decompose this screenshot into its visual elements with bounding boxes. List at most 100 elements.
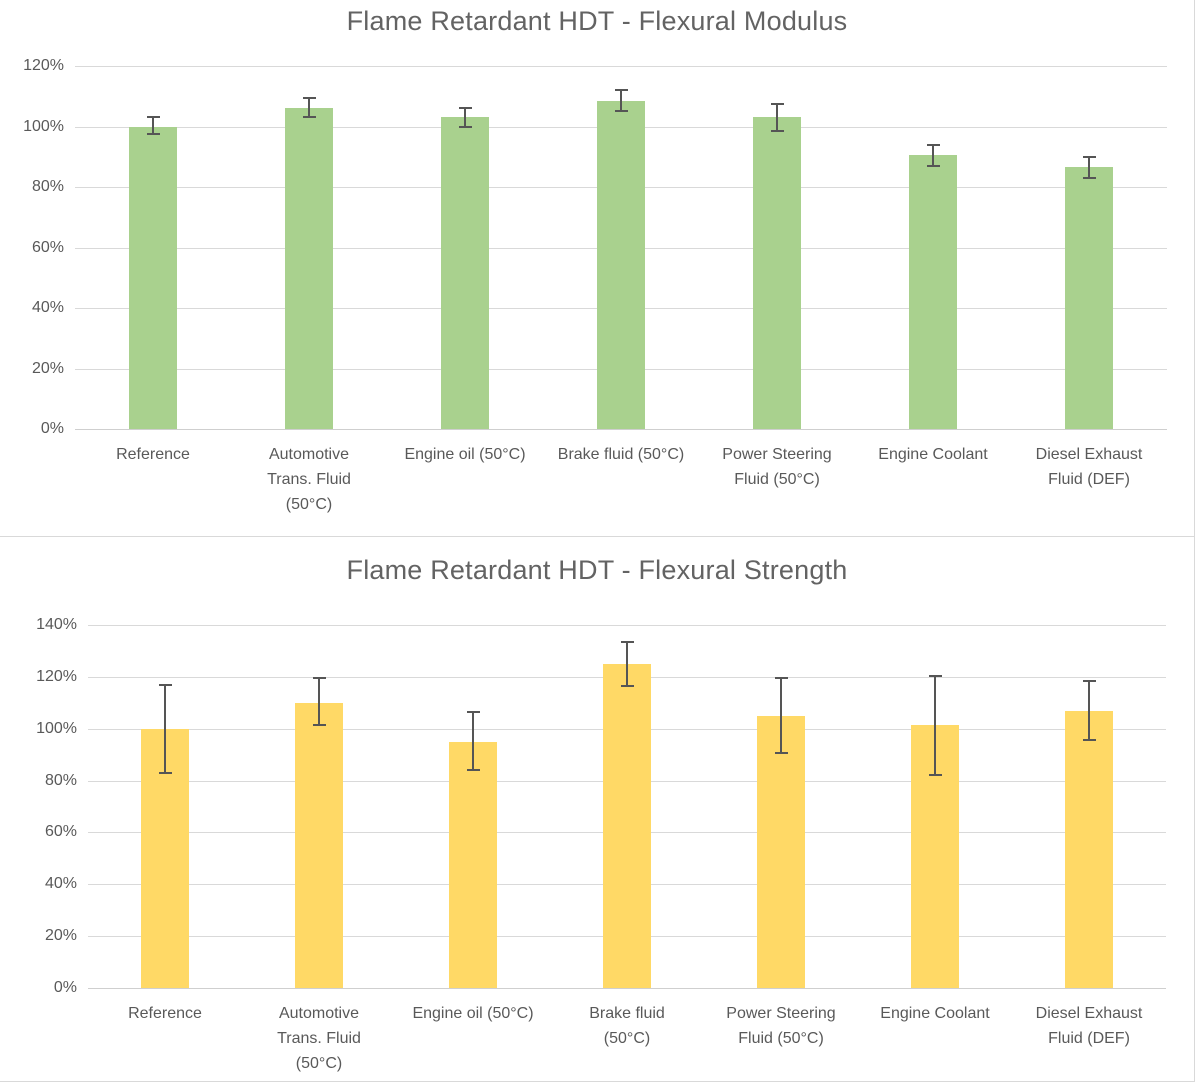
gridline xyxy=(75,66,1167,67)
error-bar-cap xyxy=(620,684,634,687)
y-axis-tick-label: 80% xyxy=(44,771,77,789)
error-bar-cap xyxy=(146,116,160,119)
x-axis-category-label-line: Power Steering xyxy=(722,446,832,463)
x-axis-category-label-line: (50°C) xyxy=(285,496,333,513)
plot-area-flexural-strength xyxy=(88,625,1166,989)
x-axis-category-label-line: Fluid (DEF) xyxy=(1048,1030,1130,1047)
bar xyxy=(603,663,651,988)
x-axis-category-label-line: Trans. Fluid xyxy=(267,471,351,488)
x-axis-category-label-line: Fluid (50°C) xyxy=(734,471,820,488)
error-bar-line xyxy=(318,678,320,725)
error-bar-cap xyxy=(312,677,326,680)
x-axis-category-label-line: Diesel Exhaust xyxy=(1035,1005,1143,1022)
error-bar-cap xyxy=(928,674,942,677)
y-axis-tick-label: 0% xyxy=(53,979,77,996)
error-bar-cap xyxy=(774,752,788,755)
chart-title-flexural-strength: Flame Retardant HDT - Flexural Strength xyxy=(346,555,848,585)
x-axis-category-label: Engine oil (50°C) xyxy=(387,442,543,467)
x-axis-category-label: Reference xyxy=(87,1001,243,1026)
y-axis-tick-label: 120% xyxy=(23,57,64,74)
bar xyxy=(597,100,645,429)
x-axis-category-label-line: Trans. Fluid xyxy=(277,1030,361,1047)
error-bar-line xyxy=(464,108,466,127)
x-axis-line xyxy=(75,429,1167,430)
y-axis-tick-label: 60% xyxy=(31,238,64,256)
x-axis-category-label: Diesel Exhaust Fluid (DEF) xyxy=(1011,1001,1167,1051)
x-axis-category-label-line: Diesel Exhaust xyxy=(1035,446,1143,463)
bar xyxy=(753,117,801,429)
x-axis-category-label-line: Engine Coolant xyxy=(880,1005,990,1022)
x-axis-category-label-line: Brake fluid (50°C) xyxy=(557,446,685,463)
error-bar-cap xyxy=(1082,176,1096,179)
x-axis-category-label-line: Engine Coolant xyxy=(878,446,988,463)
x-axis-category-label: Automotive Trans. Fluid (50°C) xyxy=(231,442,387,517)
x-axis-category-label-line: (50°C) xyxy=(603,1030,651,1047)
bar xyxy=(441,117,489,429)
x-axis-category-label: Brake fluid (50°C) xyxy=(543,442,699,467)
error-bar-cap xyxy=(926,143,940,146)
error-bar-line xyxy=(164,684,166,773)
x-axis-category-label-line: Brake fluid xyxy=(589,1005,665,1022)
y-axis-tick-label: 0% xyxy=(40,420,64,437)
x-axis-category-label-line: Automotive xyxy=(268,446,350,463)
x-axis-category-label-line: Fluid (50°C) xyxy=(738,1030,824,1047)
error-bar-line xyxy=(780,678,782,754)
y-axis-tick-label: 40% xyxy=(44,875,77,893)
error-bar-cap xyxy=(1082,739,1096,742)
bar xyxy=(909,155,957,429)
error-bar-cap xyxy=(458,125,472,128)
error-bar-cap xyxy=(158,683,172,686)
x-axis-category-label-line: Engine oil (50°C) xyxy=(404,446,526,463)
error-bar-cap xyxy=(774,677,788,680)
error-bar-line xyxy=(626,641,628,686)
error-bar-cap xyxy=(770,102,784,105)
error-bar-line xyxy=(934,675,936,776)
x-axis-category-label-line: Reference xyxy=(116,446,190,463)
x-axis-line xyxy=(88,988,1166,989)
x-axis-category-label: Engine Coolant xyxy=(857,1001,1013,1026)
error-bar-line xyxy=(620,90,622,112)
bar xyxy=(449,741,497,988)
error-bar-line xyxy=(932,144,934,166)
x-axis-category-label: Engine Coolant xyxy=(855,442,1011,467)
error-bar-line xyxy=(1088,156,1090,178)
bar xyxy=(129,126,177,429)
error-bar-line xyxy=(776,103,778,132)
error-bar-line xyxy=(1088,680,1090,741)
error-bar-cap xyxy=(620,640,634,643)
y-axis-tick-label: 60% xyxy=(44,823,77,841)
x-axis-category-label: Automotive Trans. Fluid (50°C) xyxy=(241,1001,397,1076)
error-bar-cap xyxy=(926,164,940,167)
error-bar-cap xyxy=(312,723,326,726)
x-axis-category-label-line: Reference xyxy=(128,1005,202,1022)
x-axis-category-label-line: Automotive xyxy=(278,1005,360,1022)
error-bar-cap xyxy=(1082,155,1096,158)
error-bar-line xyxy=(308,97,310,118)
error-bar-cap xyxy=(466,769,480,772)
error-bar-cap xyxy=(928,774,942,777)
error-bar-cap xyxy=(302,96,316,99)
error-bar-cap xyxy=(302,116,316,119)
bar xyxy=(285,108,333,429)
error-bar-cap xyxy=(146,133,160,136)
bar xyxy=(295,702,343,988)
error-bar-line xyxy=(472,711,474,771)
error-bar-cap xyxy=(158,771,172,774)
y-axis-tick-label: 40% xyxy=(31,299,64,316)
error-bar-cap xyxy=(614,89,628,92)
flexural-modulus-chart: Flame Retardant HDT - Flexural Modulus 0… xyxy=(0,0,1195,537)
x-axis-category-label: Diesel Exhaust Fluid (DEF) xyxy=(1011,442,1167,492)
error-bar-cap xyxy=(458,107,472,110)
error-bar-line xyxy=(152,117,154,135)
x-axis-category-label-line: Engine oil (50°C) xyxy=(412,1005,534,1022)
x-axis-category-label-line: (50°C) xyxy=(295,1055,343,1072)
x-axis-category-label-line: Power Steering xyxy=(726,1005,836,1022)
bar xyxy=(757,715,805,988)
y-axis-tick-label: 80% xyxy=(31,178,64,195)
x-axis-category-label: Engine oil (50°C) xyxy=(395,1001,551,1026)
x-axis-category-label: Power Steering Fluid (50°C) xyxy=(703,1001,859,1051)
y-axis-tick-label: 20% xyxy=(31,359,64,377)
x-axis-category-label-line: Fluid (DEF) xyxy=(1048,471,1130,488)
x-axis-category-label: Brake fluid (50°C) xyxy=(549,1001,705,1051)
bar xyxy=(1065,710,1113,988)
